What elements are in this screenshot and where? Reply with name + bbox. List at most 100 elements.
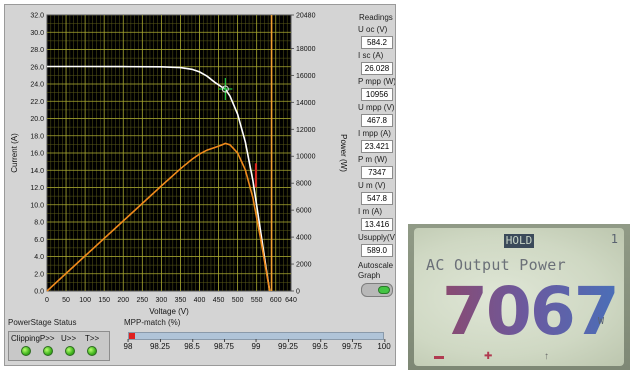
meter-hold-indicator: HOLD — [504, 234, 534, 248]
meter-lcd: HOLD 1 AC Output Power 7067 W ▬ ✚ ↑ — [414, 228, 624, 366]
autoscale-led-icon — [378, 286, 390, 294]
overvoltage-label: U>> — [61, 334, 77, 343]
lcd-arrow-icon: ↑ — [544, 351, 549, 362]
meter-title: AC Output Power — [426, 256, 566, 274]
y-tick-label: 10.0 — [30, 202, 44, 209]
x-tick-label: 600 — [270, 297, 282, 304]
mpp-match: MPP-match (%) 98 98.25 98.5 98.75 99 99.25 99.… — [124, 318, 391, 351]
power-curve — [46, 142, 271, 292]
mpp-match-scale: 98 98.25 98.5 98.75 99 99.25 99.5 99.75 100 — [124, 339, 391, 358]
reading-value: 589.0 — [361, 244, 393, 257]
reading-value: 467.8 — [361, 114, 393, 127]
reading-label: I sc (A) — [358, 51, 384, 60]
x-tick-label: 200 — [117, 297, 129, 304]
readings-list: U oc (V) 584.2 I sc (A) 26.028 P mpp (W) 1095… — [357, 25, 395, 257]
autoscale-label: Autoscale Graph — [358, 261, 394, 280]
reading-label: I mpp (A) — [358, 129, 391, 138]
x-axis-title: Voltage (V) — [149, 307, 189, 316]
x-tick-label: 250 — [136, 297, 148, 304]
iv-curve-panel: 0 50 100 150 200 250 300 350 400 450 500 550 600 640 0… — [4, 4, 396, 366]
y-axis-title: Current (A) — [10, 133, 19, 173]
y2-tick-label: 18000 — [296, 46, 316, 53]
reading-label: U oc (V) — [358, 25, 388, 34]
y2-tick-label: 4000 — [296, 235, 312, 242]
reading-label: U mpp (V) — [358, 103, 395, 112]
mpp-match-fill — [129, 333, 136, 339]
mpp-tick-label: 99.75 — [341, 339, 363, 351]
overtemp-led-icon — [87, 346, 97, 356]
mpp-tick-label: 99 — [251, 339, 261, 351]
clipping-led-icon — [21, 346, 31, 356]
reading-label: P m (W) — [358, 155, 388, 164]
y-tick-label: 20.0 — [30, 116, 44, 123]
y2-axis-title: Power (W) — [339, 134, 348, 172]
y-tick-label: 2.0 — [34, 271, 44, 278]
mpp-cursor-ring — [221, 85, 229, 93]
y-tick-label: 8.0 — [34, 220, 44, 227]
mpp-tick-label: 100 — [377, 339, 391, 351]
x-tick-label: 450 — [213, 297, 225, 304]
mpp-tick-label: 99.5 — [312, 339, 328, 351]
overvoltage-led-icon — [65, 346, 75, 356]
y-tick-label: 6.0 — [34, 237, 44, 244]
overtemp-label: T>> — [85, 334, 100, 343]
x-tick-label: 150 — [98, 297, 110, 304]
meter-corner-digit: 1 — [610, 232, 618, 246]
mpp-tick-label: 99.25 — [277, 339, 299, 351]
status-led-icon — [43, 346, 53, 356]
y2-tick-label: 16000 — [296, 73, 316, 80]
mpp-tick-label: 98.5 — [184, 339, 200, 351]
reading-label: U m (V) — [358, 181, 386, 190]
x-tick-label: 550 — [251, 297, 263, 304]
reading-value: 7347 — [361, 166, 393, 179]
meter-unit: W — [598, 316, 605, 327]
mpp-tick-label: 98.75 — [213, 339, 235, 351]
readings-title: Readings — [359, 13, 393, 22]
y-tick-label: 4.0 — [34, 254, 44, 261]
mpp-match-title: MPP-match (%) — [124, 318, 181, 327]
x-tick-label: 400 — [194, 297, 206, 304]
y2-tick-label: 6000 — [296, 208, 312, 215]
reading-value: 23.421 — [361, 140, 393, 153]
current-curve — [47, 65, 271, 292]
x-tick-label: 640 — [285, 297, 297, 304]
y-tick-label: 22.0 — [30, 99, 44, 106]
y2-tick-label: 10000 — [296, 154, 316, 161]
reading-label: I m (A) — [358, 207, 382, 216]
y2-tick-label: 14000 — [296, 100, 316, 107]
x-tick-label: 100 — [79, 297, 91, 304]
lcd-plus-icon: ✚ — [484, 351, 493, 362]
y2-tick-label: 0 — [296, 289, 300, 296]
x-tick-label: 300 — [156, 297, 168, 304]
mpp-tick-label: 98.25 — [149, 339, 171, 351]
y2-tick-label: 8000 — [296, 181, 312, 188]
powerstage-status-box: ClippingP>> U>> T>> — [8, 331, 110, 361]
iv-chart-svg: 0 50 100 150 200 250 300 350 400 450 500 550 600 6400… — [10, 13, 348, 317]
meter-photo: HOLD 1 AC Output Power 7067 W ▬ ✚ ↑ — [408, 224, 630, 370]
readings-panel: Readings U oc (V) 584.2 I sc (A) 26.028 P mp… — [357, 13, 395, 297]
reading-label: Usupply(V) — [358, 233, 395, 242]
y-tick-label: 30.0 — [30, 30, 44, 37]
reading-label: P mpp (W) — [358, 77, 395, 86]
y-tick-label: 18.0 — [30, 133, 44, 140]
y-tick-label: 26.0 — [30, 64, 44, 71]
x-tick-label: 0 — [45, 297, 49, 304]
x-tick-label: 350 — [175, 297, 187, 304]
y-tick-label: 12.0 — [30, 185, 44, 192]
y-tick-label: 32.0 — [30, 13, 44, 20]
y-tick-label: 16.0 — [30, 151, 44, 158]
reading-value: 584.2 — [361, 36, 393, 49]
iv-chart: 0 50 100 150 200 250 300 350 400 450 500 550 600 640 0… — [5, 5, 355, 325]
y-tick-label: 24.0 — [30, 82, 44, 89]
reading-value: 10956 — [361, 88, 393, 101]
powerstage-status-title: PowerStage Status — [8, 318, 77, 327]
y-tick-label: 28.0 — [30, 47, 44, 54]
y-tick-label: 14.0 — [30, 168, 44, 175]
lcd-mark-icon: ▬ — [434, 351, 444, 362]
powerstage-status: PowerStage Status ClippingP>> U>> T>> — [8, 318, 110, 361]
reading-value: 547.8 — [361, 192, 393, 205]
y2-tick-label: 12000 — [296, 127, 316, 134]
y-tick-label: 0.0 — [34, 289, 44, 296]
mpp-tick-label: 98 — [123, 339, 133, 351]
autoscale-toggle[interactable] — [361, 283, 393, 297]
